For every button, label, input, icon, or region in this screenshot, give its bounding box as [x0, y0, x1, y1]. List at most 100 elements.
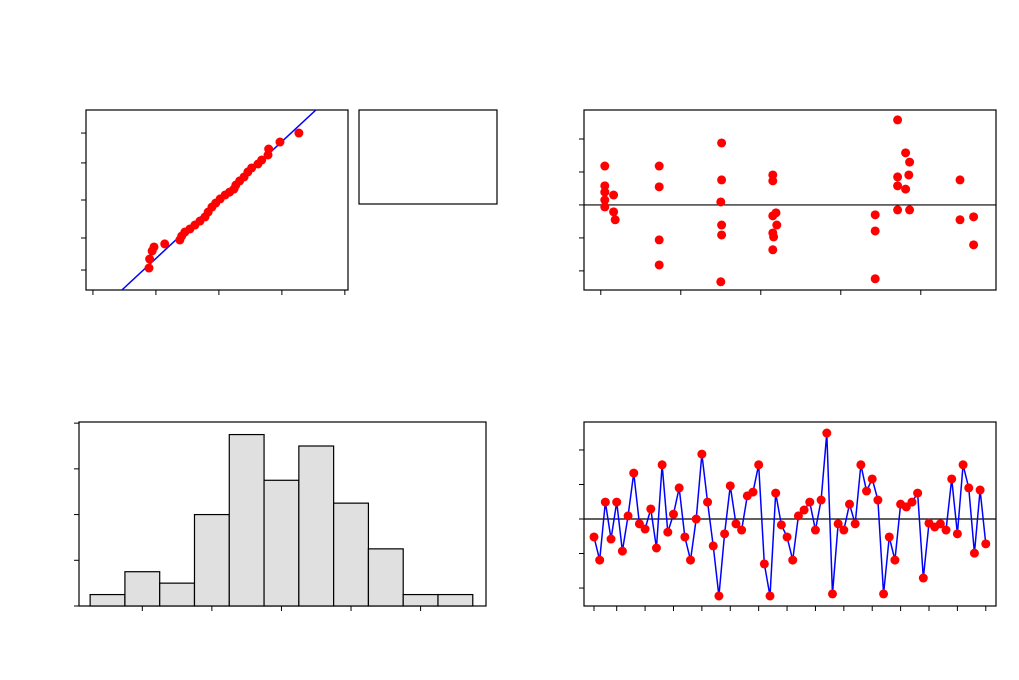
point [600, 161, 610, 171]
legend-box [358, 109, 498, 205]
bar [159, 582, 196, 607]
plot [81, 109, 349, 295]
point [768, 211, 778, 221]
point [893, 205, 903, 215]
point [717, 220, 727, 230]
bar [333, 502, 370, 607]
point [768, 245, 778, 255]
point [845, 499, 855, 509]
point [646, 504, 656, 514]
point [716, 197, 726, 207]
point [901, 184, 911, 194]
point [771, 488, 781, 498]
point [717, 138, 727, 148]
point [890, 555, 900, 565]
point [870, 274, 880, 284]
point [969, 240, 979, 250]
point [629, 468, 639, 478]
point [654, 235, 664, 245]
point [708, 541, 718, 551]
point [600, 497, 610, 507]
point [958, 460, 968, 470]
point [947, 474, 957, 484]
point [748, 487, 758, 497]
point [833, 519, 843, 529]
point [935, 519, 945, 529]
point [907, 497, 917, 507]
point [668, 509, 678, 519]
point [725, 481, 735, 491]
point [776, 520, 786, 530]
point [600, 187, 610, 197]
point [595, 555, 605, 565]
point [827, 589, 837, 599]
point [768, 176, 778, 186]
point [799, 505, 809, 515]
plot [74, 421, 487, 611]
point [703, 497, 713, 507]
point [674, 483, 684, 493]
point [856, 460, 866, 470]
point [893, 181, 903, 191]
point [617, 546, 627, 556]
point [969, 548, 979, 558]
point [905, 205, 915, 215]
point [759, 559, 769, 569]
point [717, 175, 727, 185]
point [654, 182, 664, 192]
point [893, 115, 903, 125]
point [686, 555, 696, 565]
point [981, 539, 991, 549]
point [714, 591, 724, 601]
plot-frame [583, 109, 997, 291]
bar [367, 548, 404, 607]
bar [263, 479, 300, 607]
point [754, 460, 764, 470]
point [294, 128, 304, 138]
point [145, 254, 155, 264]
point [654, 260, 664, 270]
point [862, 486, 872, 496]
point [941, 525, 951, 535]
point [257, 155, 267, 165]
bar [89, 593, 126, 607]
plot-frame [583, 421, 997, 607]
point [697, 449, 707, 459]
plot [579, 109, 997, 295]
point [975, 485, 985, 495]
bar [402, 593, 439, 607]
point [905, 157, 915, 167]
point [737, 525, 747, 535]
point [964, 483, 974, 493]
point [691, 514, 701, 524]
point [680, 532, 690, 542]
point [589, 532, 599, 542]
point [600, 181, 610, 191]
point [600, 195, 610, 205]
point [870, 210, 880, 220]
bar [228, 433, 265, 607]
point [717, 230, 727, 240]
point [850, 519, 860, 529]
point [901, 148, 911, 158]
point [716, 277, 726, 287]
point [816, 495, 826, 505]
plot [579, 421, 997, 611]
point [810, 525, 820, 535]
point [955, 215, 965, 225]
point [731, 519, 741, 529]
point [952, 529, 962, 539]
point [600, 202, 610, 212]
point [160, 239, 170, 249]
point [769, 232, 779, 242]
point [884, 532, 894, 542]
point [720, 529, 730, 539]
point [893, 172, 903, 182]
point [264, 144, 274, 154]
bar [124, 571, 161, 607]
point [657, 460, 667, 470]
point [867, 474, 877, 484]
point [634, 519, 644, 529]
point [663, 527, 673, 537]
